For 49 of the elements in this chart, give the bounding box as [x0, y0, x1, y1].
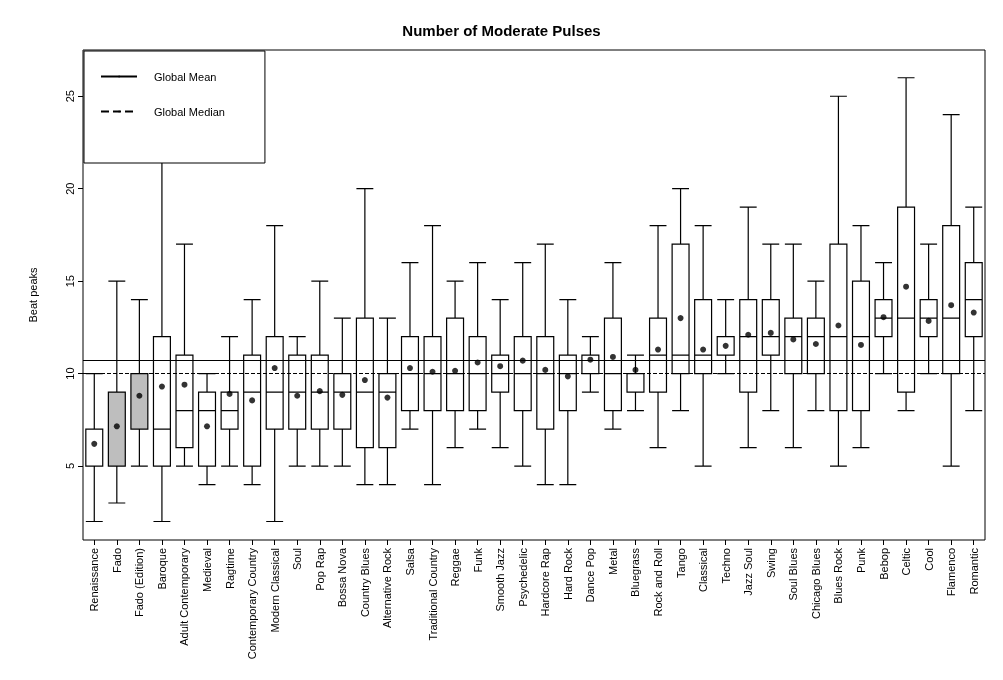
- x-tick-label: Hard Rock: [561, 547, 574, 600]
- x-tick-label: Dance Pop: [584, 548, 597, 603]
- x-tick-label: Classical: [697, 548, 710, 593]
- x-tick-label: Techno: [719, 548, 732, 584]
- x-tick-label: Fado (Edition): [133, 548, 146, 618]
- x-tick-label: Reggae: [449, 548, 462, 587]
- x-tick-label: Contemporary Country: [246, 547, 259, 660]
- y-axis-title: Beat peaks: [26, 266, 39, 323]
- x-tick-label: Pop Rap: [313, 548, 326, 591]
- x-tick-label: Salsa: [403, 547, 416, 576]
- x-tick-label: Rock and Roll: [652, 548, 665, 617]
- x-tick-label: Celtic: [900, 547, 913, 576]
- x-tick-label: Baroque: [155, 548, 168, 590]
- x-tick-label: Bebop: [877, 548, 890, 580]
- x-tick-label: Medieval: [201, 548, 214, 593]
- legend-label: Global Mean: [154, 70, 217, 83]
- x-tick-label: Tango: [674, 548, 687, 578]
- x-tick-label: Cool: [922, 548, 935, 571]
- x-tick-label: Metal: [606, 548, 619, 575]
- x-tick-label: Psychedelic: [516, 547, 529, 607]
- legend-label: Global Median: [154, 105, 225, 118]
- x-tick-label: Hardcore Rap: [539, 548, 552, 617]
- x-tick-label: Blues Rock: [832, 547, 845, 604]
- x-tick-label: Soul Blues: [787, 547, 800, 601]
- x-tick-label: Modern Classical: [268, 548, 281, 633]
- y-tick-label: 5: [63, 462, 76, 470]
- x-tick-label: Traditional Country: [426, 547, 439, 641]
- x-tick-label: Bluegrass: [629, 547, 642, 597]
- x-tick-label: Soul: [291, 548, 304, 571]
- x-tick-label: Punk: [854, 547, 867, 574]
- x-tick-label: Renaissance: [88, 548, 101, 612]
- x-tick-label: Adult Contemporary: [178, 547, 191, 646]
- x-tick-label: Fado: [110, 548, 123, 574]
- x-tick-label: Swing: [764, 548, 777, 578]
- x-tick-label: Ragtime: [223, 548, 236, 589]
- y-tick-label: 25: [63, 90, 76, 103]
- x-tick-label: Jazz Soul: [742, 548, 755, 596]
- x-tick-label: Chicago Blues: [809, 547, 822, 619]
- x-tick-label: Smooth Jazz: [494, 548, 507, 612]
- x-tick-label: Alternative Rock: [381, 547, 394, 629]
- x-tick-label: Romantic: [967, 547, 980, 595]
- x-tick-label: Bossa Nova: [336, 547, 349, 608]
- y-tick-label: 10: [63, 367, 76, 380]
- x-tick-label: Funk: [471, 547, 484, 573]
- y-tick-label: 15: [63, 275, 76, 288]
- chart-title: Number of Moderate Pulses: [402, 22, 601, 39]
- y-tick-label: 20: [63, 182, 76, 195]
- x-tick-label: Flamenco: [945, 548, 958, 597]
- x-tick-label: Country Blues: [358, 547, 371, 618]
